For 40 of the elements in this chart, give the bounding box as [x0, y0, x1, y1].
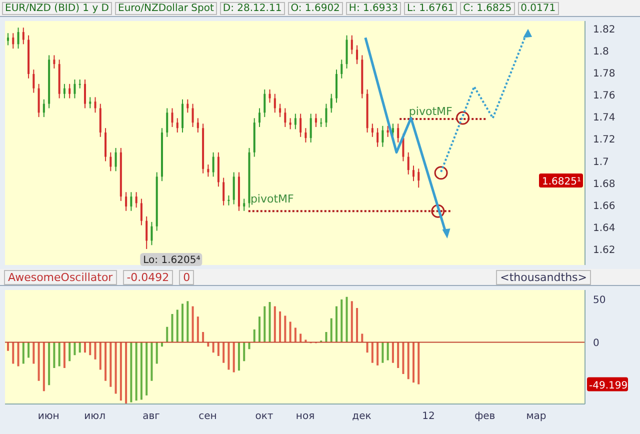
x-tick-label: авг	[142, 411, 160, 422]
y-tick-label: 1.68	[593, 178, 616, 190]
x-tick-label: 12	[422, 411, 435, 422]
y-tick-label: 0	[593, 338, 600, 349]
text: H: 1.6933	[346, 2, 401, 14]
text: O: 1.6902	[288, 2, 343, 14]
y-tick-label: 1.7	[593, 156, 609, 168]
text: -49.199	[589, 380, 628, 392]
x-tick-label: июл	[84, 411, 106, 422]
text: 0	[179, 270, 194, 284]
text: D: 28.12.11	[220, 2, 285, 14]
y-tick-label: 1.76	[593, 90, 616, 102]
x-tick-label: ноя	[296, 411, 315, 422]
x-tick-label: сен	[198, 411, 217, 422]
y-tick-label: 1.78	[593, 68, 616, 80]
text: <thousandths>	[496, 270, 591, 284]
chart-title: AwesomeOscillator	[4, 270, 117, 284]
x-tick-label: дек	[352, 411, 372, 422]
text: 0.0171	[518, 2, 559, 14]
y-tick-label: 1.8	[593, 46, 609, 58]
y-tick-label: 1.82	[593, 24, 616, 36]
text: -0.0492	[122, 270, 174, 284]
x-tick-label: окт	[255, 411, 274, 422]
chart-subtitle: Euro/NZDollar Spot	[115, 2, 217, 14]
annotation: pivotMF	[250, 192, 294, 206]
text: L: 1.6761	[404, 2, 458, 14]
y-tick-label: 50	[593, 294, 606, 306]
annotation: Lo: 1.6205⁴	[143, 254, 200, 266]
y-tick-label: 1.72	[593, 134, 616, 146]
text: C: 1.6825	[460, 2, 515, 14]
y-tick-label: 1.62	[593, 245, 616, 256]
x-tick-label: мар	[526, 411, 546, 422]
annotation: 1.6825¹	[542, 176, 581, 188]
chart-title: EUR/NZD (BID) 1 y D	[2, 2, 112, 14]
x-tick-label: июн	[38, 411, 60, 422]
annotation: pivotMF	[408, 105, 452, 118]
x-tick-label: фев	[474, 411, 496, 422]
y-tick-label: 1.64	[593, 223, 616, 234]
y-tick-label: 1.74	[593, 112, 616, 124]
y-tick-label: 1.66	[593, 200, 616, 212]
